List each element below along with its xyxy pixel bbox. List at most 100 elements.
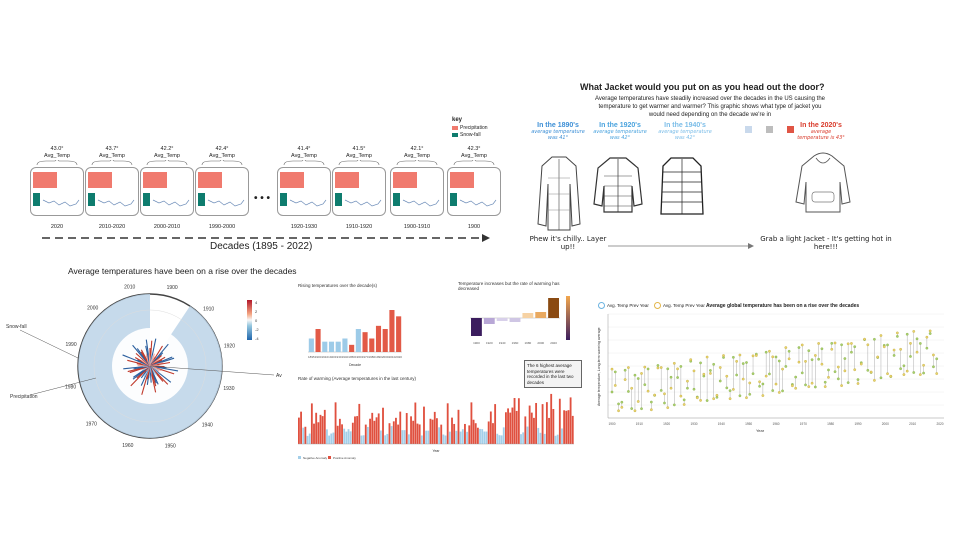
point-a (817, 357, 820, 361)
precip-block (450, 172, 474, 188)
point-b (686, 379, 689, 383)
bar (468, 425, 471, 444)
bar (395, 417, 397, 444)
point-a (725, 386, 729, 390)
tick-label: 1910 (321, 355, 328, 359)
card-brace (146, 160, 188, 166)
bar (354, 416, 356, 444)
year-label: 1940 (202, 423, 213, 429)
tick-label: 1900 (473, 341, 480, 345)
bar (530, 412, 533, 444)
bar (427, 430, 430, 444)
bar (407, 434, 410, 444)
point-a (679, 365, 683, 368)
point-a (873, 337, 876, 341)
bar (349, 344, 355, 352)
bar (522, 313, 534, 318)
decade-arrow (42, 234, 490, 242)
bar (423, 406, 425, 444)
bar (535, 312, 547, 318)
year-tick: 2010 (909, 422, 916, 426)
bar (332, 432, 335, 444)
snow-block (335, 193, 342, 206)
year-tick: 1990 (854, 422, 861, 426)
bar (429, 418, 432, 444)
point-b (807, 385, 811, 389)
bar (561, 428, 563, 444)
bar (343, 428, 346, 444)
point-a (663, 401, 666, 405)
card-sparkline (459, 199, 497, 207)
x-axis-label: Year (756, 428, 765, 433)
card-sparkline (289, 199, 327, 207)
point-b (856, 382, 860, 385)
point-b (643, 365, 647, 369)
bar (539, 432, 542, 444)
bar (313, 423, 315, 444)
card-avg-label: Avg_Temp (154, 153, 180, 159)
point-b (843, 369, 847, 373)
bar (364, 424, 367, 444)
bar (336, 425, 339, 444)
point-b (709, 372, 712, 375)
point-a (764, 350, 768, 354)
card-value: 43.7° (105, 146, 119, 152)
bar (405, 413, 408, 444)
point-b (627, 366, 630, 369)
bar (433, 411, 436, 444)
bar (476, 427, 479, 444)
snow-leader (19, 329, 79, 359)
bar (389, 310, 395, 352)
precip-leader (29, 377, 97, 396)
point-a (892, 354, 896, 357)
color-legend-bar (566, 296, 570, 340)
point-b (840, 384, 843, 387)
bar (471, 318, 482, 336)
point-b (653, 393, 656, 397)
card-value: 42.1° (410, 146, 424, 152)
point-b (682, 403, 686, 406)
tick-label: 2000 (537, 341, 544, 345)
square-grey (766, 126, 773, 133)
point-b (928, 329, 932, 333)
color-legend-bar (247, 300, 252, 340)
point-b (689, 358, 693, 362)
point-b (830, 347, 834, 351)
point-a (807, 349, 811, 353)
point-a (613, 370, 617, 374)
point-b (640, 372, 643, 375)
card-sparkline (152, 199, 190, 207)
point-b (735, 360, 738, 363)
bar (442, 434, 445, 444)
point-a (833, 370, 837, 374)
bar (355, 329, 361, 352)
bar (319, 414, 322, 444)
jacket-heading: In the 2020's (800, 122, 842, 129)
bar (524, 416, 527, 444)
point-a (709, 369, 712, 372)
point-a (797, 346, 801, 349)
bar (382, 407, 384, 444)
point-b (873, 379, 876, 382)
card-value: 42.4° (215, 146, 229, 152)
point-a (922, 371, 925, 375)
point-a (896, 335, 899, 338)
tick-label: 1950 (348, 355, 355, 359)
snow-block (393, 193, 400, 206)
card-period: 2000-2010 (153, 224, 181, 230)
precip-block (280, 172, 304, 188)
point-a (630, 407, 634, 410)
point-b (935, 372, 939, 375)
point-b (853, 368, 857, 372)
point-b (909, 342, 912, 345)
point-a (735, 373, 738, 377)
point-b (882, 345, 886, 349)
card-sparkline (344, 199, 382, 207)
point-b (896, 331, 899, 335)
tick-label: 2000 (382, 355, 389, 359)
key-item-precip: Precipitation (452, 125, 488, 131)
point-a (902, 364, 906, 368)
year-label: 1930 (223, 386, 234, 392)
point-a (761, 382, 765, 386)
point-a (823, 380, 827, 384)
